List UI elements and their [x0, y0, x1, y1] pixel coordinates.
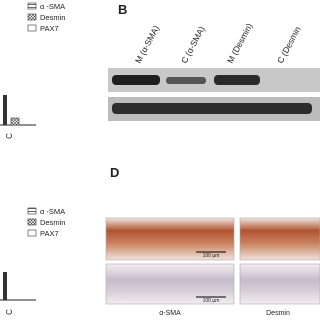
bar	[3, 95, 7, 125]
micrograph	[239, 217, 320, 261]
legend-label: α -SMA	[40, 2, 65, 11]
bar	[10, 117, 20, 126]
band	[166, 77, 206, 84]
scale-label: 100 µm	[203, 298, 220, 304]
scale-label: 100 µm	[203, 253, 220, 259]
micrograph	[105, 217, 235, 261]
panel-b: B M (α-SMA) C (α-SMA) M (Desmin) C (Desm…	[108, 2, 320, 121]
x-label: C	[5, 133, 14, 139]
panel-label: B	[118, 2, 127, 17]
bar	[3, 272, 7, 300]
column-label: Desmin	[266, 310, 290, 317]
column-label: α-SMA	[159, 310, 181, 317]
legend-swatch	[27, 229, 37, 237]
panel-a: α -SMA Desmin PAX7 C	[0, 2, 65, 139]
legend-label: Desmin	[40, 13, 65, 22]
lane-label: M (Desmin)	[225, 21, 255, 65]
legend-swatch	[27, 218, 37, 226]
legend-swatch	[27, 207, 37, 215]
legend-swatch	[27, 24, 37, 32]
legend-swatch	[27, 13, 37, 21]
band	[214, 75, 260, 85]
band	[112, 103, 312, 114]
panel-d: D 100 µm 100 µm α-SMA Desmin	[105, 165, 320, 317]
band	[112, 75, 160, 85]
lane-label: M (α-SMA)	[133, 24, 161, 65]
legend-label: α -SMA	[40, 207, 65, 216]
legend-swatch	[27, 2, 37, 10]
legend-label: Desmin	[40, 218, 65, 227]
x-label: C	[5, 309, 14, 315]
legend-label: PAX7	[40, 24, 59, 33]
panel-label: D	[110, 165, 119, 180]
micrograph	[239, 263, 320, 305]
lane-label: C (Desmin	[275, 25, 303, 65]
legend-label: PAX7	[40, 229, 59, 238]
panel-c: α -SMA Desmin PAX7 C	[0, 207, 65, 315]
lane-label: C (α-SMA)	[179, 24, 207, 64]
